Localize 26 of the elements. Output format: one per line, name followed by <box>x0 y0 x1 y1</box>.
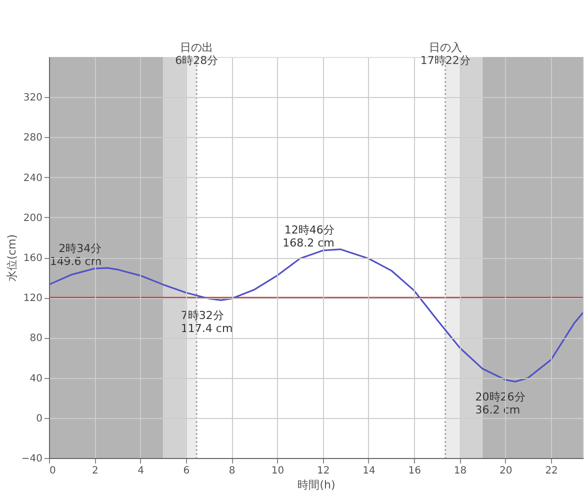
x-tick-label: 14 <box>362 466 376 476</box>
x-tick-label: 0 <box>50 466 56 476</box>
x-tick-label: 8 <box>228 466 236 476</box>
x-axis-title: 時間(h) <box>298 478 336 492</box>
y-axis-title: 水位(cm) <box>5 234 18 282</box>
y-tick-label: −40 <box>21 454 42 464</box>
y-tick-label: 280 <box>23 132 42 144</box>
y-tick-label: 40 <box>30 373 42 384</box>
x-tick-label: 6 <box>183 466 190 476</box>
x-tick-label: 4 <box>138 466 144 476</box>
x-tick-label: 2 <box>92 466 98 476</box>
y-tick-label: 120 <box>23 293 42 304</box>
x-tick-label: 10 <box>271 466 284 476</box>
y-tick-label: 240 <box>23 172 42 184</box>
y-tick-label: 320 <box>23 92 42 104</box>
x-tick-label: 18 <box>454 466 467 476</box>
ref-line-label: 日の出 6時28分 <box>175 41 218 67</box>
annotation: 12時46分 168.2 cm <box>282 223 334 250</box>
y-tick-label: 80 <box>30 333 42 344</box>
x-tick-label: 22 <box>545 466 558 476</box>
x-tick-label: 16 <box>408 466 421 476</box>
y-tick-label: 200 <box>23 212 42 224</box>
x-tick-label: 12 <box>316 466 330 476</box>
y-tick-label: 160 <box>23 253 42 264</box>
y-tick-label: 0 <box>36 413 42 424</box>
x-tick-label: 20 <box>500 466 512 476</box>
